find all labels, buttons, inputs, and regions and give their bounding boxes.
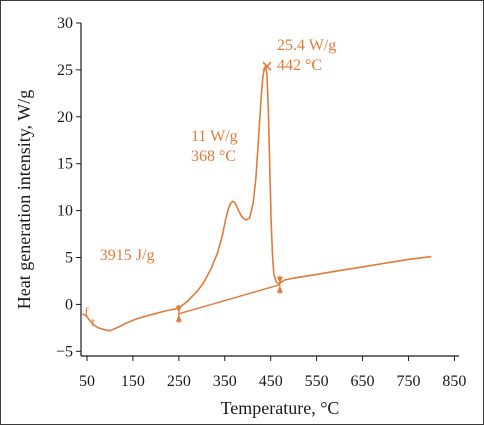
x-tick-label: 250 [167, 373, 191, 390]
y-axis-title: Heat generation intensity, W/g [14, 90, 34, 309]
y-tick-label: 5 [65, 250, 73, 267]
annotation-peak2-value: 25.4 W/g [277, 37, 336, 54]
y-tick-label: −5 [56, 343, 73, 360]
annotation-enthalpy: 3915 J/g [100, 247, 155, 264]
x-tick-label: 850 [442, 373, 466, 390]
x-tick-label: 550 [305, 373, 329, 390]
y-tick-label: 10 [57, 203, 73, 220]
annotation-peak1-temp: 368 °C [191, 148, 236, 165]
x-tick-label: 50 [79, 373, 95, 390]
y-tick-label: 15 [57, 156, 73, 173]
x-tick-label: 350 [213, 373, 237, 390]
x-tick-label: 150 [121, 373, 145, 390]
annotation-peak1-value: 11 W/g [191, 128, 238, 145]
y-tick-label: 0 [65, 296, 73, 313]
series-line [82, 65, 432, 332]
annotations: 11 W/g 368 °C 25.4 W/g 442 °C 3915 J/g ft [84, 37, 336, 329]
y-tick-label: 25 [57, 62, 73, 79]
curve-start-glyph: t [91, 314, 95, 329]
peak-marker [262, 61, 272, 71]
y-tick-label: 30 [57, 15, 73, 32]
plot-area [82, 61, 432, 332]
y-tick-label: 20 [57, 109, 73, 126]
curve-start-glyph: f [84, 304, 89, 319]
x-tick-label: 750 [396, 373, 420, 390]
x-tick-label: 450 [259, 373, 283, 390]
annotation-peak2-temp: 442 °C [277, 57, 322, 74]
baseline-line [178, 283, 281, 315]
x-tick-label: 650 [351, 373, 375, 390]
axes: −5 0 5 10 15 20 25 30 50 150 250 350 450 550 650 750 850 [56, 15, 466, 390]
x-axis-title: Temperature, °C [221, 398, 340, 418]
